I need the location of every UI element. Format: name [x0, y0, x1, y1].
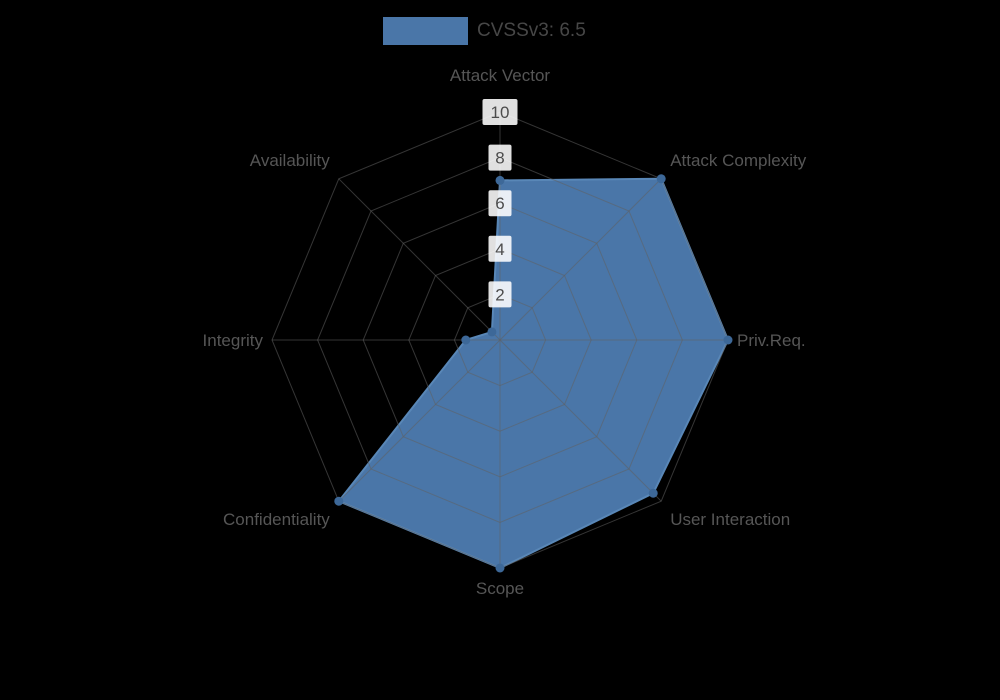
tick-label: 6	[495, 194, 504, 213]
axis-label: Attack Vector	[450, 66, 550, 85]
tick-label-box	[482, 99, 518, 125]
tick-label-box	[488, 281, 512, 308]
tick-label: 10	[491, 103, 510, 122]
radar-vertex-dot	[334, 496, 344, 506]
radar-vertex-dot	[656, 174, 666, 184]
tick-label-box	[488, 235, 512, 262]
axis-label: User Interaction	[670, 510, 790, 529]
radar-vertex-dot	[495, 563, 505, 573]
tick-label-box	[488, 190, 512, 217]
tick-label: 8	[495, 149, 504, 168]
legend: CVSSv3: 6.5	[383, 17, 586, 45]
legend-swatch	[383, 17, 468, 45]
tick-label-box	[488, 144, 512, 171]
radar-spoke	[338, 339, 501, 502]
axis-label: Integrity	[203, 331, 264, 350]
radar-spoke	[338, 178, 501, 341]
axis-label: Availability	[250, 151, 331, 170]
radar-vertex-dot	[487, 327, 497, 337]
radar-spoke	[499, 339, 662, 502]
axis-label: Priv.Req.	[737, 331, 806, 350]
radar-vertex-dot	[723, 335, 733, 345]
radar-spoke	[499, 178, 662, 341]
legend-label: CVSSv3: 6.5	[477, 20, 586, 41]
tick-label: 4	[495, 240, 504, 259]
axis-label: Confidentiality	[223, 510, 330, 529]
radar-vertex-dot	[461, 335, 471, 345]
radar-vertex-dot	[495, 175, 505, 185]
tick-label: 2	[495, 285, 504, 304]
axis-label: Scope	[476, 579, 524, 598]
axis-label: Attack Complexity	[670, 151, 807, 170]
radar-vertex-dot	[648, 488, 658, 498]
